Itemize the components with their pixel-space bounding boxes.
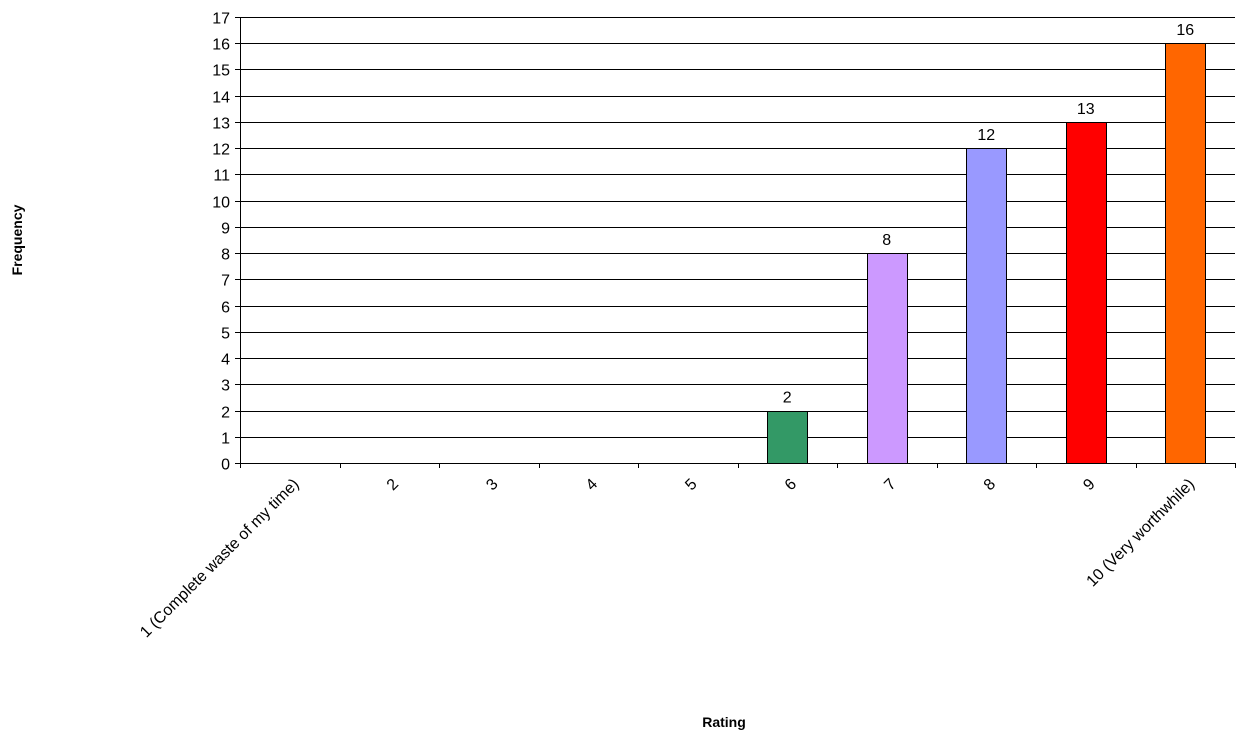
y-tick-label: 12 [212,142,230,159]
y-tick-label: 11 [213,168,230,185]
x-tick-label: 4 [583,476,601,494]
x-axis-title: Rating [702,714,746,730]
bar-8 [966,148,1007,464]
y-tick-label: 0 [221,457,230,474]
x-tick-labels: 1 (Complete waste of my time) 2 3 4 5 6 7 8 910 … [137,476,1198,641]
y-tick-label: 1 [221,431,230,448]
axes [235,17,1236,468]
x-tick-label: 6 [782,476,800,494]
x-tick-label: 8 [981,476,999,494]
data-labels: 2 8 12 13 16 [783,22,1194,406]
y-tick-label: 3 [221,378,230,395]
x-tick-label: 5 [682,476,700,494]
x-tick-label: 10 (Very worthwhile) [1084,476,1199,591]
y-tick-label: 8 [221,247,230,264]
y-tick-label: 4 [221,352,230,369]
y-tick-label: 17 [212,11,230,28]
y-tick-label: 6 [221,300,230,317]
x-tick-label: 1 (Complete waste of my time) [137,476,302,641]
data-label: 8 [882,232,891,249]
y-axis-title: Frequency [9,204,25,275]
bars [767,43,1206,464]
bar-6 [767,411,808,464]
y-tick-label: 7 [221,273,230,290]
bar-10 [1165,43,1206,464]
y-tick-label: 14 [212,90,230,107]
y-tick-label: 2 [221,405,230,422]
y-tick-label: 10 [212,195,230,212]
y-tick-label: 13 [212,116,230,133]
x-tick-label: 3 [483,476,501,494]
y-tick-label: 5 [221,326,230,343]
y-tick-label: 9 [221,221,230,238]
x-tick-label: 7 [881,476,899,494]
data-label: 16 [1176,22,1194,39]
bar-9 [1066,122,1107,464]
data-label: 13 [1077,101,1095,118]
bar-7 [867,253,908,464]
data-label: 2 [783,390,792,407]
y-tick-label: 16 [212,37,230,54]
x-tick-label: 9 [1080,476,1098,494]
data-label: 12 [977,127,995,144]
y-tick-label: 15 [212,63,230,80]
x-tick-label: 2 [384,476,402,494]
